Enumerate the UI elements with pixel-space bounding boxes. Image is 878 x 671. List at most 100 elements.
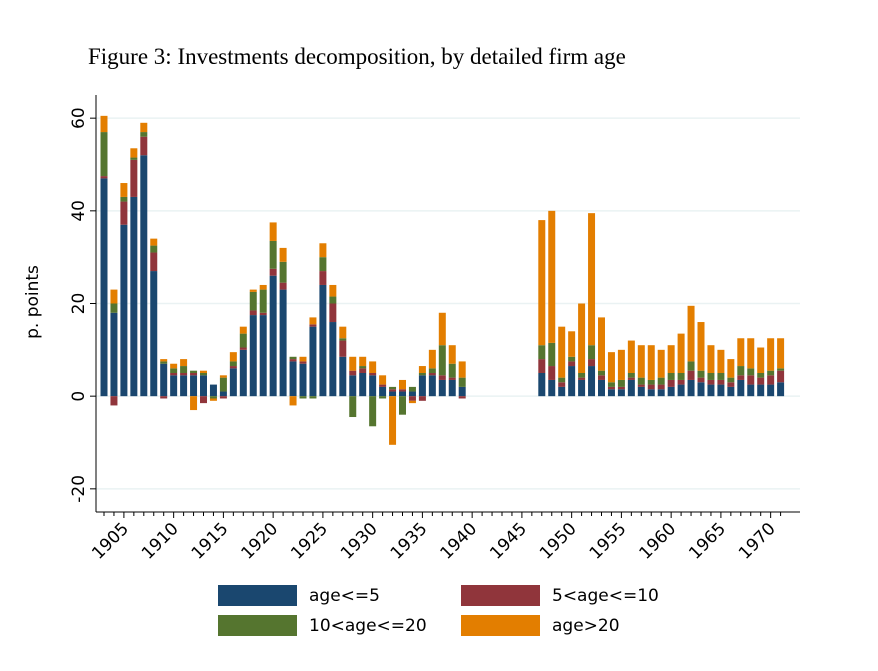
bar-segment: [458, 386, 466, 397]
bar-segment: [438, 312, 446, 346]
bar-segment: [379, 375, 387, 385]
bar-segment: [190, 375, 198, 397]
bar-segment: [717, 373, 725, 380]
bar-segment: [687, 361, 695, 371]
bar-segment: [329, 284, 337, 297]
bar-segment: [190, 373, 198, 376]
bar-segment: [607, 389, 615, 397]
bar-segment: [747, 338, 755, 369]
bar-segment: [617, 386, 625, 390]
bar-segment: [219, 391, 227, 397]
bar-segment: [657, 349, 665, 378]
bar-segment: [448, 345, 456, 364]
bar-segment: [140, 155, 148, 397]
bar-segment: [438, 345, 446, 376]
bar-segment: [219, 377, 227, 392]
bar-segment: [687, 305, 695, 362]
bar-segment: [229, 352, 237, 362]
bar-segment: [399, 391, 406, 397]
bar-segment: [209, 384, 217, 397]
x-tick-label: 1970: [735, 519, 780, 564]
bar-segment: [309, 396, 317, 399]
bar-segment: [588, 345, 596, 360]
x-tick-label: 1965: [685, 519, 730, 564]
bar-segment: [408, 386, 416, 392]
bar-segment: [607, 352, 615, 383]
bar-segment: [279, 282, 287, 290]
bar-segment: [538, 373, 546, 397]
bar-segment: [359, 368, 367, 373]
bar-segment: [627, 340, 635, 373]
bar-segment: [339, 326, 347, 339]
bar-segment: [100, 176, 108, 179]
bar-segment: [130, 159, 138, 197]
bar-segment: [598, 370, 605, 376]
bar-segment: [697, 377, 705, 383]
bar-segment: [269, 222, 277, 241]
bar-segment: [379, 396, 387, 399]
bar-segment: [289, 396, 297, 406]
bar-segment: [389, 389, 397, 392]
bar-segment: [717, 384, 725, 397]
bar-segment: [229, 366, 237, 369]
bar-segment: [637, 345, 645, 378]
bar-segment: [190, 370, 198, 373]
bar-segment: [667, 386, 675, 397]
bar-segment: [269, 240, 277, 269]
bar-segment: [150, 271, 158, 397]
bar-segment: [229, 368, 237, 397]
x-tick-label: 1940: [436, 519, 481, 564]
bar-segment: [458, 361, 466, 378]
bar-segment: [538, 345, 546, 360]
bar-segment: [647, 345, 655, 380]
bar-segment: [677, 333, 685, 373]
x-tick-label: 1960: [635, 519, 680, 564]
bar-segment: [448, 377, 456, 380]
bar-segment: [190, 396, 198, 411]
bar-segment: [617, 379, 625, 387]
bar-segment: [279, 289, 287, 397]
bar-segment: [697, 322, 705, 371]
bar-segment: [180, 359, 188, 367]
bar-segment: [309, 324, 317, 327]
bar-segment: [757, 384, 765, 397]
bar-segment: [418, 396, 426, 401]
x-tick-label: 1925: [287, 519, 332, 564]
bar-segment: [209, 396, 217, 399]
bar-segment: [418, 366, 426, 373]
bar-segment: [349, 356, 357, 371]
bar-segment: [697, 370, 705, 378]
legend-label: 5<age<=10: [552, 586, 659, 606]
bar-segment: [408, 396, 416, 401]
bar-segment: [319, 257, 327, 272]
bar-segment: [418, 375, 426, 397]
bar-segment: [418, 373, 426, 376]
bar-segment: [558, 386, 566, 397]
bar-segment: [289, 356, 297, 360]
bar-segment: [130, 196, 138, 397]
bar-segment: [110, 396, 118, 406]
bar-segment: [349, 375, 357, 397]
bar-segment: [140, 122, 148, 133]
bar-segment: [239, 349, 247, 397]
bar-segment: [389, 386, 397, 390]
bar-segment: [399, 379, 406, 390]
bar-segment: [170, 368, 178, 373]
bar-segment: [757, 377, 765, 385]
bar-segment: [617, 349, 625, 380]
bar-segment: [767, 338, 775, 371]
bar-segment: [538, 359, 546, 373]
bar-segment: [667, 345, 675, 373]
bar-segment: [458, 377, 466, 387]
x-tick-label: 1930: [337, 519, 382, 564]
bar-segment: [349, 396, 357, 418]
bar-segment: [677, 379, 685, 385]
bar-segment: [578, 303, 586, 373]
bar-segment: [359, 373, 367, 397]
bar-segment: [140, 132, 148, 137]
bar-segment: [558, 377, 566, 383]
bar-segment: [727, 377, 735, 383]
bar-segment: [727, 382, 735, 387]
bar-segment: [170, 363, 178, 369]
